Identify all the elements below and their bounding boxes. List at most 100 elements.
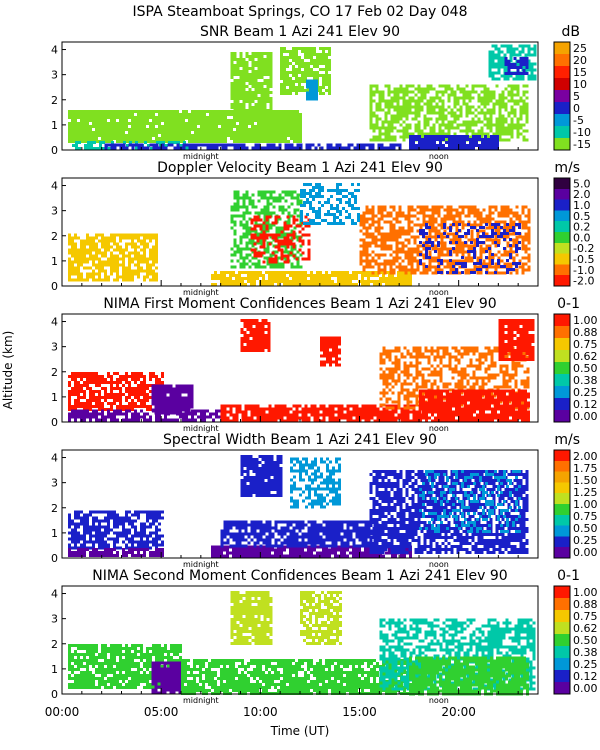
data-cell (470, 259, 474, 263)
data-cell (503, 226, 507, 230)
data-cell (283, 83, 287, 86)
data-cell (325, 56, 329, 59)
data-cell (501, 90, 505, 94)
data-cell (333, 216, 336, 219)
data-cell (142, 245, 146, 249)
data-cell (107, 242, 110, 246)
data-cell (527, 229, 531, 233)
data-cell (145, 139, 149, 143)
data-cell (233, 112, 237, 115)
heatmap-cells (68, 319, 535, 423)
data-cell (148, 272, 152, 276)
data-cell (239, 91, 243, 94)
data-cell (488, 205, 492, 209)
data-cell (414, 114, 418, 118)
data-cell (295, 74, 299, 77)
data-cell (104, 139, 107, 143)
data-cell (429, 126, 433, 130)
data-cell (387, 120, 391, 124)
data-cell (474, 132, 478, 136)
data-cell (439, 134, 443, 138)
data-cell (239, 256, 243, 260)
data-cell (299, 146, 303, 150)
data-cell (515, 268, 519, 272)
data-cell (83, 112, 86, 116)
data-cell (396, 102, 400, 106)
data-cell (125, 139, 128, 143)
data-cell (301, 239, 305, 243)
data-cell (533, 68, 537, 72)
data-cell (398, 229, 402, 233)
data-cell (292, 74, 296, 77)
data-cell (497, 211, 501, 215)
data-cell (122, 112, 125, 116)
data-cell (359, 217, 363, 221)
data-cell (324, 201, 327, 204)
data-cell (260, 94, 264, 97)
data-cell (184, 112, 188, 116)
data-cell (292, 115, 296, 119)
data-cell (513, 126, 517, 130)
data-cell (133, 233, 137, 237)
data-cell (122, 272, 125, 276)
data-cell (312, 97, 315, 101)
data-cell (413, 238, 417, 242)
data-cell (107, 127, 110, 131)
data-cell (422, 211, 426, 215)
data-cell (362, 265, 366, 269)
data-cell (369, 84, 373, 88)
data-cell (233, 58, 237, 61)
data-cell (483, 102, 487, 106)
data-cell (504, 96, 508, 100)
data-cell (398, 250, 402, 254)
data-cell (458, 223, 461, 227)
data-cell (378, 279, 382, 283)
data-cell (342, 207, 345, 210)
data-cell (71, 263, 74, 267)
data-cell (401, 214, 405, 218)
data-cell (284, 143, 288, 147)
data-cell (455, 229, 459, 233)
data-cell (405, 279, 409, 283)
data-cell (86, 115, 89, 119)
data-cell (233, 52, 237, 55)
data-cell (425, 235, 429, 239)
data-cell (470, 229, 474, 233)
data-cell (239, 76, 243, 79)
data-cell (417, 132, 421, 136)
data-cell (119, 139, 122, 143)
colorbar-swatch (554, 264, 570, 276)
data-cell (359, 253, 363, 257)
data-cell (416, 250, 420, 254)
data-cell (233, 202, 237, 206)
data-cell (286, 242, 290, 246)
data-cell (506, 50, 510, 54)
data-cell (280, 118, 284, 122)
data-cell (280, 248, 284, 252)
data-cell (290, 229, 294, 233)
data-cell (254, 52, 258, 55)
data-cell (251, 97, 255, 100)
data-cell (298, 68, 302, 71)
data-cell (239, 109, 243, 112)
data-cell (371, 241, 375, 245)
data-cell (318, 222, 321, 225)
data-cell (480, 126, 484, 130)
data-cell (199, 112, 203, 116)
data-cell (248, 226, 252, 230)
data-cell (362, 211, 366, 215)
data-cell (296, 193, 300, 197)
data-cell (101, 124, 104, 128)
data-cell (438, 123, 442, 127)
data-cell (446, 214, 450, 218)
data-cell (390, 123, 394, 127)
data-cell (86, 371, 89, 375)
data-cell (351, 273, 355, 277)
data-cell (402, 132, 406, 136)
data-cell (89, 245, 92, 249)
data-cell (396, 279, 400, 283)
data-cell (519, 126, 523, 130)
data-cell (130, 121, 134, 125)
data-cell (381, 132, 385, 136)
data-cell (438, 126, 442, 130)
